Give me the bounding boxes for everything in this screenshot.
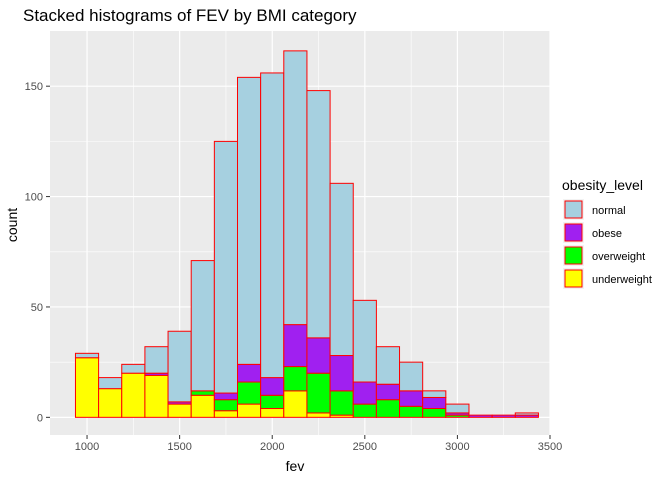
bar-overweight: [190, 390, 215, 396]
bar-overweight: [399, 405, 424, 418]
x-tick-label: 2500: [353, 441, 377, 453]
bar-normal: [121, 363, 146, 374]
legend-label-obese: obese: [592, 228, 622, 240]
bar-obese: [260, 377, 285, 396]
y-tick-label: 50: [31, 302, 43, 314]
bar-overweight: [213, 399, 238, 412]
legend-swatch-obese: [564, 223, 583, 242]
bar-normal: [375, 346, 401, 385]
bar-underweight: [237, 403, 262, 418]
bar-normal: [306, 90, 331, 339]
x-tick-label: 3000: [445, 441, 469, 453]
bar-obese: [399, 390, 424, 407]
x-tick-label: 2000: [260, 441, 284, 453]
y-axis-ticks: 0 50 100 150: [25, 81, 50, 424]
bar-normal: [329, 182, 354, 357]
bar-overweight: [306, 372, 331, 414]
bar-underweight: [260, 408, 285, 418]
bar-normal: [144, 346, 169, 374]
bar-underweight: [306, 412, 331, 418]
x-tick-label: 3500: [538, 441, 562, 453]
bar-underweight: [283, 390, 308, 418]
bar-normal: [514, 412, 539, 416]
bar-normal: [190, 260, 215, 392]
legend-label-overweight: overweight: [592, 251, 645, 263]
bar-obese: [237, 363, 262, 383]
legend-swatch-underweight: [564, 269, 583, 288]
bar-obese: [329, 355, 354, 392]
y-tick-label: 150: [25, 81, 43, 93]
bar-overweight: [352, 403, 377, 418]
bars-layer: [74, 50, 539, 418]
legend-swatch-normal: [564, 200, 583, 219]
bar-obese: [375, 383, 401, 401]
bar-obese: [491, 414, 516, 418]
bar-normal: [213, 140, 238, 394]
x-axis-ticks: 1000 1500 2000 2500 3000 3500: [75, 435, 562, 453]
bar-underweight: [190, 394, 215, 418]
legend-title: obesity_level: [562, 177, 643, 193]
bar-obese: [468, 414, 493, 418]
x-tick-label: 1500: [167, 441, 191, 453]
legend-label-underweight: underweight: [592, 274, 652, 286]
legend-label-normal: normal: [592, 205, 626, 217]
bar-normal: [167, 330, 192, 403]
bar-normal: [445, 403, 470, 414]
bar-underweight: [213, 410, 238, 418]
y-tick-label: 100: [25, 192, 43, 204]
y-axis-title: count: [4, 208, 20, 242]
bar-overweight: [283, 366, 308, 392]
bar-normal: [237, 76, 262, 365]
bar-obese: [306, 337, 331, 374]
bar-underweight: [98, 388, 123, 418]
chart-title: Stacked histograms of FEV by BMI categor…: [23, 6, 357, 25]
bar-overweight: [260, 394, 285, 410]
bar-normal: [260, 72, 285, 379]
bar-normal: [283, 50, 308, 326]
bar-underweight: [74, 357, 100, 418]
bar-overweight: [237, 381, 262, 405]
x-tick-label: 1000: [75, 441, 99, 453]
bar-underweight: [167, 403, 192, 418]
bar-normal: [74, 352, 100, 359]
bar-obese: [213, 392, 238, 401]
legend-swatch-overweight: [564, 246, 583, 265]
bar-overweight: [329, 390, 354, 416]
bar-overweight: [422, 408, 447, 418]
bar-underweight: [121, 372, 146, 418]
bar-obese: [352, 381, 377, 405]
y-tick-label: 0: [37, 412, 43, 424]
bar-underweight: [144, 374, 169, 418]
bar-obese: [422, 396, 447, 410]
bar-obese: [283, 324, 308, 368]
bar-normal: [352, 299, 377, 383]
bar-normal: [422, 390, 447, 398]
bar-normal: [98, 377, 123, 390]
legend: obesity_level normal obese overweight under…: [562, 177, 652, 289]
bar-overweight: [375, 399, 401, 418]
bar-normal: [399, 361, 424, 392]
x-axis-title: fev: [286, 458, 305, 474]
